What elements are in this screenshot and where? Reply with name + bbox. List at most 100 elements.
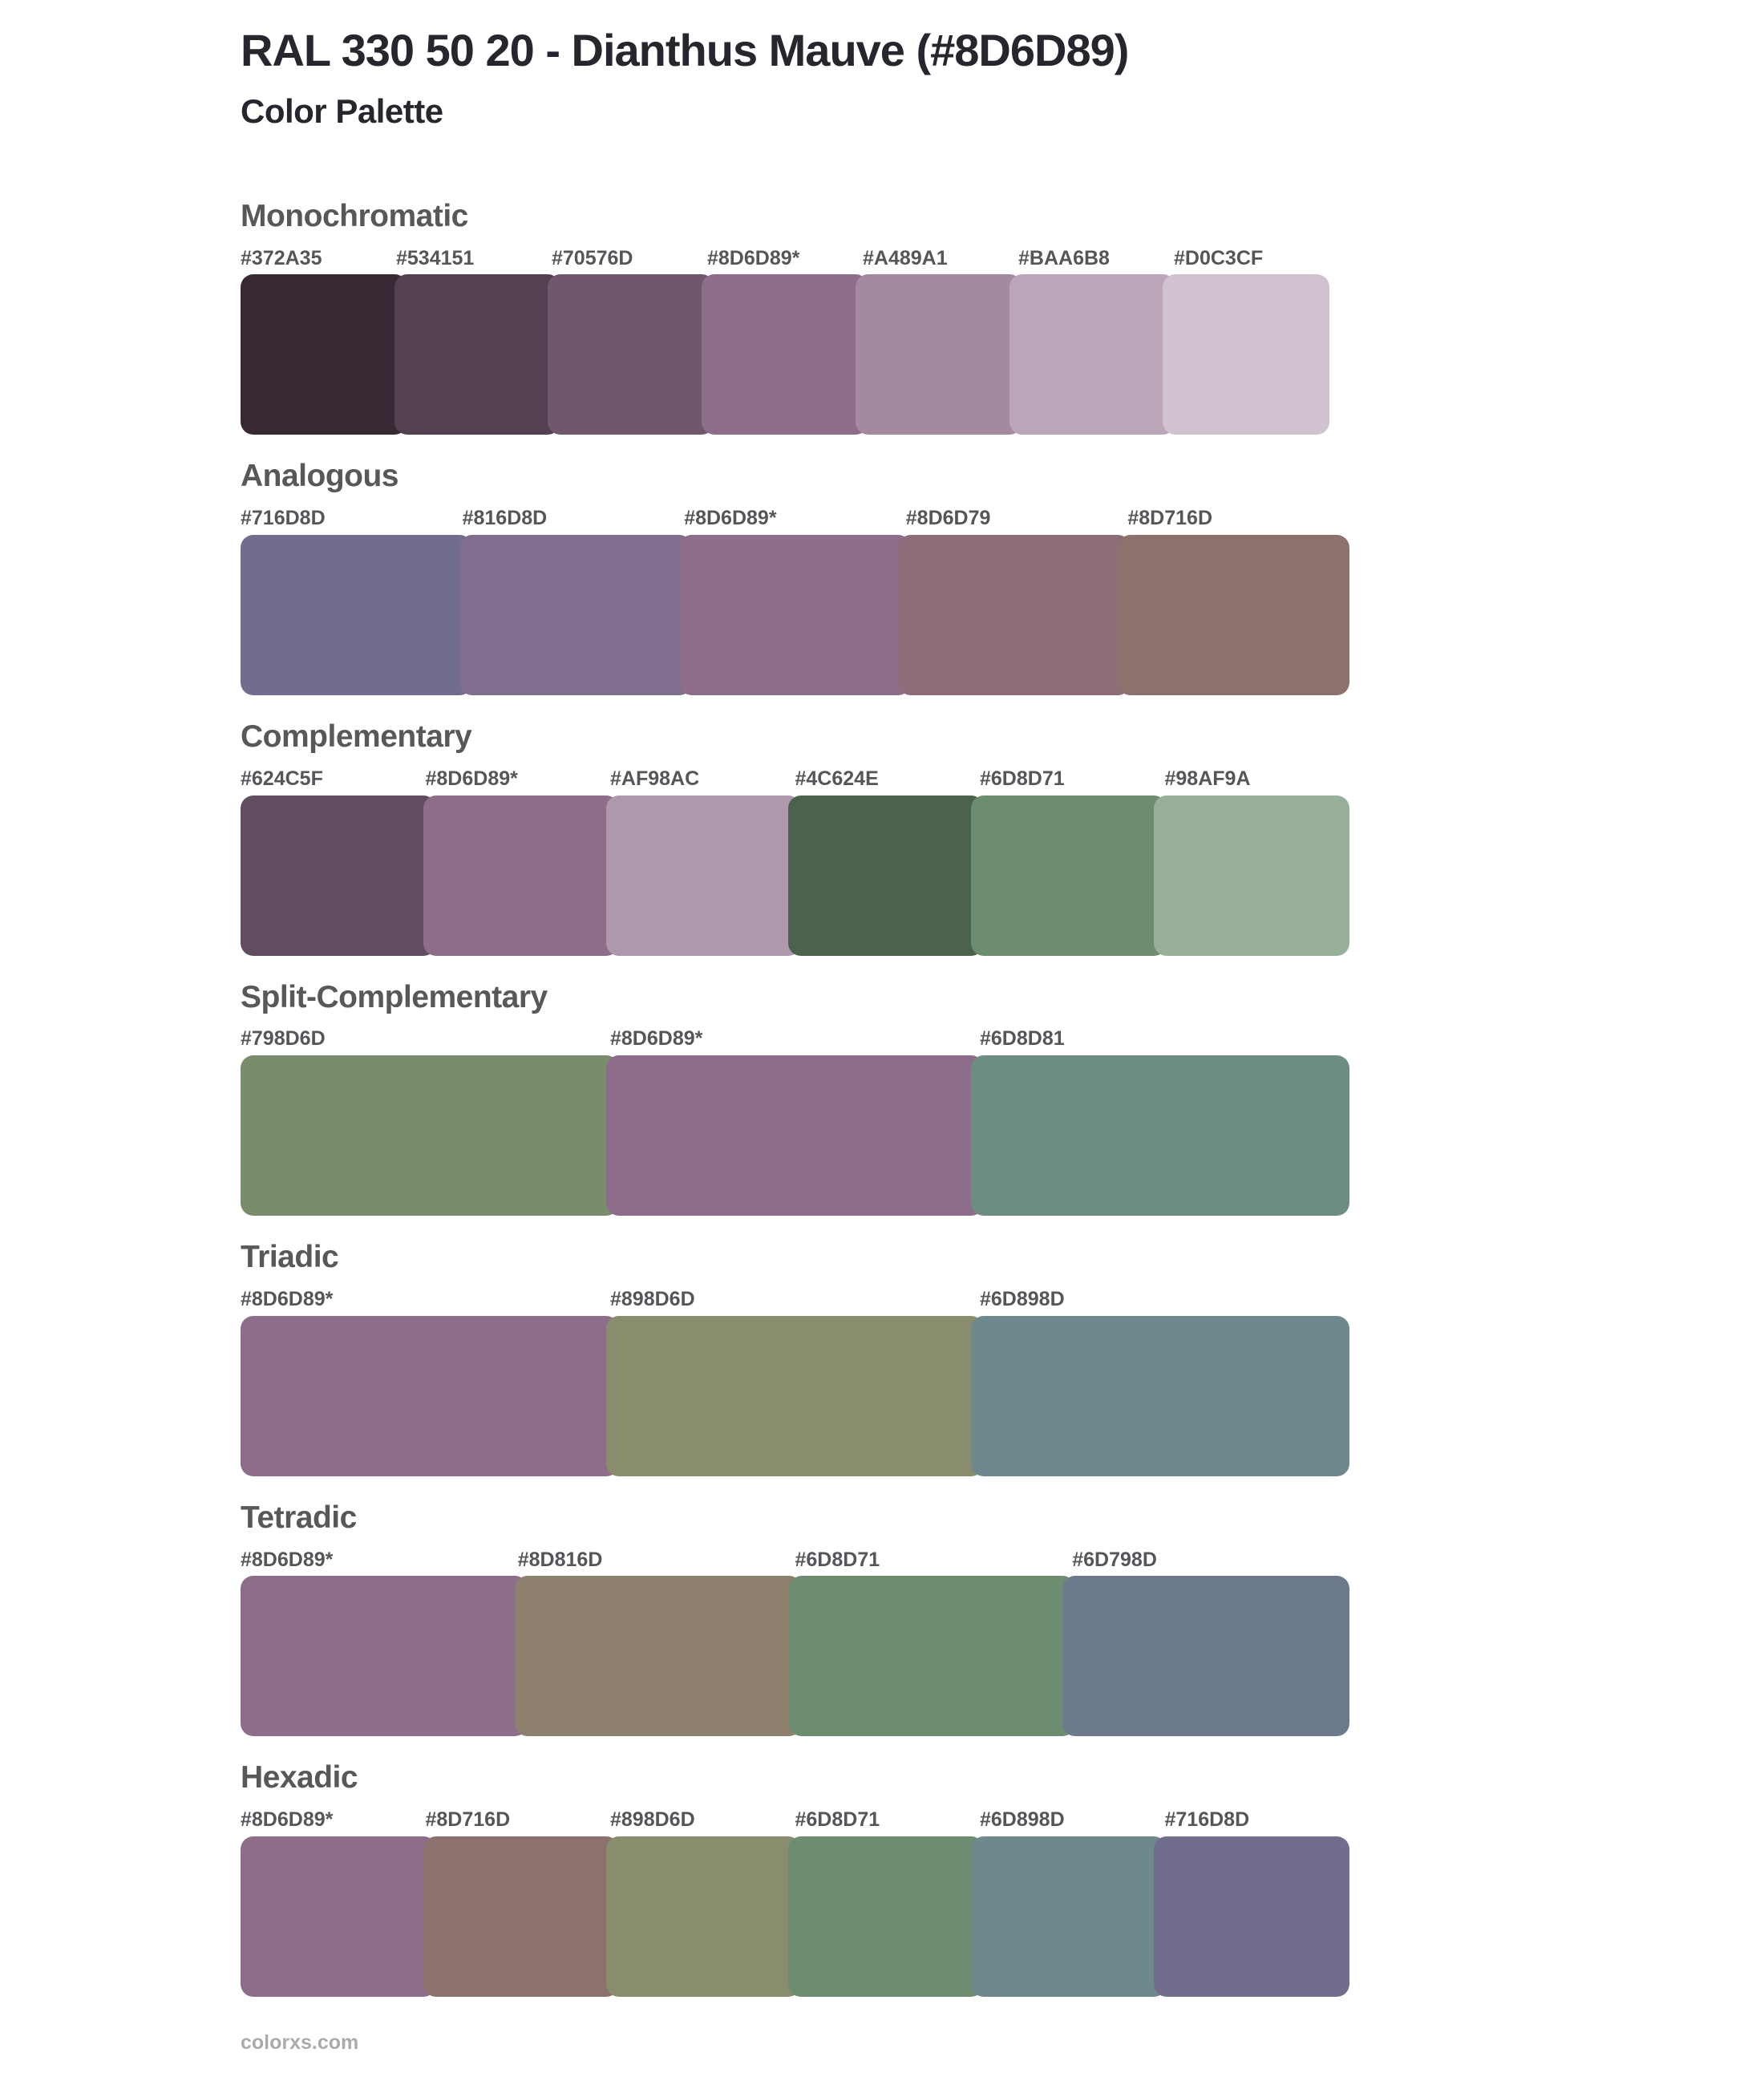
- swatch-hex-label: #4C624E: [795, 767, 879, 790]
- swatch-hex-label: #6D798D: [1072, 1548, 1157, 1571]
- swatch-hex-label: #8D6D89*: [610, 1027, 703, 1051]
- swatch-hex-label: #372A35: [241, 246, 322, 269]
- color-swatch-6d8d71[interactable]: [971, 795, 1167, 956]
- color-swatch-8d6d89[interactable]: [678, 534, 912, 695]
- swatch-hex-label: #716D8D: [1164, 1808, 1250, 1832]
- swatch-hex-label: #6D8D71: [980, 767, 1065, 790]
- color-swatch-716d8d[interactable]: [1154, 1836, 1349, 1997]
- color-swatch-8d6d89[interactable]: [241, 1315, 619, 1476]
- color-swatch-8d6d89[interactable]: [605, 1055, 985, 1217]
- palette-section-triadic: Triadic #8D6D89* #898D6D #6D898D: [241, 1240, 1764, 1476]
- section-heading: Complementary: [241, 719, 472, 754]
- swatch-row: [241, 274, 1330, 435]
- swatch-hex-label: #8D6D79: [905, 507, 991, 530]
- page-title: RAL 330 50 20 - Dianthus Mauve (#8D6D89): [241, 25, 1129, 75]
- color-swatch-d0c3cf[interactable]: [1163, 274, 1330, 435]
- swatch-hex-label: #6D898D: [980, 1288, 1065, 1310]
- swatch-hex-label: #8D6D89*: [707, 246, 800, 269]
- palette-section-hexadic: Hexadic #8D6D89* #8D716D #898D6D #6D8D71…: [241, 1760, 1764, 1997]
- color-swatch-8d716d[interactable]: [1117, 534, 1350, 695]
- swatch-hex-label: #70576D: [552, 246, 633, 269]
- swatch-hex-label: #8D816D: [517, 1548, 603, 1571]
- color-swatch-798d6d[interactable]: [241, 1055, 619, 1217]
- color-swatch-af98ac[interactable]: [605, 795, 802, 956]
- color-swatch-8d716d[interactable]: [423, 1836, 619, 1997]
- swatch-hex-label: #8D716D: [425, 1808, 511, 1832]
- swatch-hex-label: #716D8D: [241, 507, 326, 530]
- swatch-hex-label: #A489A1: [863, 246, 948, 269]
- swatch-hex-label: #D0C3CF: [1174, 246, 1264, 269]
- swatch-row: [241, 1576, 1349, 1737]
- color-swatch-6d8d71[interactable]: [788, 1576, 1076, 1737]
- color-swatch-8d816d[interactable]: [514, 1576, 802, 1737]
- color-swatch-6d898d[interactable]: [971, 1315, 1350, 1476]
- color-swatch-898d6d[interactable]: [605, 1836, 802, 1997]
- color-swatch-8d6d89[interactable]: [241, 1836, 436, 1997]
- swatch-hex-label: #6D8D81: [980, 1027, 1065, 1051]
- swatch-hex-label: #8D6D89*: [241, 1808, 334, 1832]
- swatch-row: [241, 1055, 1350, 1217]
- hex-label-row: #372A35 #534151 #70576D #8D6D89* #A489A1…: [241, 247, 1329, 270]
- swatch-row: [241, 795, 1349, 956]
- color-swatch-4c624e[interactable]: [788, 795, 985, 956]
- section-heading: Analogous: [241, 459, 399, 494]
- palette-section-analogous: Analogous #716D8D #816D8D #8D6D89* #8D6D…: [241, 459, 1764, 695]
- page-subtitle: Color Palette: [241, 91, 443, 130]
- color-swatch-8d6d89[interactable]: [702, 274, 868, 435]
- color-swatch-624c5f[interactable]: [241, 795, 436, 956]
- color-swatch-816d8d[interactable]: [459, 534, 692, 695]
- swatch-hex-label: #BAA6B8: [1018, 246, 1110, 269]
- color-swatch-8d6d89[interactable]: [423, 795, 619, 956]
- color-swatch-8d6d89[interactable]: [241, 1576, 528, 1737]
- swatch-hex-label: #6D898D: [980, 1808, 1065, 1832]
- palette-section-complementary: Complementary #624C5F #8D6D89* #AF98AC #…: [241, 719, 1764, 956]
- hex-label-row: #716D8D #816D8D #8D6D89* #8D6D79 #8D716D: [241, 507, 1349, 530]
- section-heading: Triadic: [241, 1240, 339, 1275]
- palette-section-split-complementary: Split-Complementary #798D6D #8D6D89* #6D…: [241, 980, 1764, 1217]
- hex-label-row: #8D6D89* #8D716D #898D6D #6D8D71 #6D898D…: [241, 1808, 1349, 1832]
- swatch-hex-label: #898D6D: [610, 1808, 695, 1832]
- color-swatch-534151[interactable]: [394, 274, 561, 435]
- section-heading: Tetradic: [241, 1500, 357, 1535]
- section-heading: Split-Complementary: [241, 979, 548, 1014]
- color-swatch-6d8d71[interactable]: [788, 1836, 985, 1997]
- color-swatch-6d898d[interactable]: [971, 1836, 1167, 1997]
- swatch-hex-label: #8D6D89*: [241, 1548, 334, 1571]
- palette-section-monochromatic: Monochromatic #372A35 #534151 #70576D #8…: [241, 199, 1764, 435]
- footer-site-link[interactable]: colorxs.com: [241, 2030, 359, 2054]
- palette-sections: Monochromatic #372A35 #534151 #70576D #8…: [241, 199, 1764, 1997]
- hex-label-row: #798D6D #8D6D89* #6D8D81: [241, 1027, 1349, 1051]
- swatch-hex-label: #798D6D: [241, 1027, 326, 1051]
- color-swatch-98af9a[interactable]: [1154, 795, 1349, 956]
- swatch-hex-label: #898D6D: [610, 1288, 695, 1310]
- swatch-hex-label: #AF98AC: [610, 767, 700, 790]
- swatch-row: [241, 534, 1350, 695]
- swatch-row: [241, 1315, 1350, 1476]
- color-swatch-6d8d81[interactable]: [971, 1055, 1350, 1217]
- swatch-hex-label: #8D6D89*: [684, 507, 777, 530]
- swatch-hex-label: #98AF9A: [1164, 767, 1251, 790]
- color-swatch-372a35[interactable]: [241, 274, 407, 435]
- swatch-hex-label: #816D8D: [462, 507, 548, 530]
- color-swatch-716d8d[interactable]: [241, 534, 473, 695]
- color-swatch-a489a1[interactable]: [855, 274, 1022, 435]
- hex-label-row: #624C5F #8D6D89* #AF98AC #4C624E #6D8D71…: [241, 767, 1349, 791]
- section-heading: Hexadic: [241, 1760, 358, 1796]
- color-swatch-baa6b8[interactable]: [1009, 274, 1176, 435]
- hex-label-row: #8D6D89* #8D816D #6D8D71 #6D798D: [241, 1549, 1349, 1572]
- color-swatch-8d6d79[interactable]: [898, 534, 1131, 695]
- swatch-hex-label: #8D716D: [1127, 507, 1213, 530]
- swatch-hex-label: #6D8D71: [795, 1548, 880, 1571]
- swatch-row: [241, 1836, 1349, 1997]
- swatch-hex-label: #624C5F: [241, 767, 323, 790]
- palette-section-tetradic: Tetradic #8D6D89* #8D816D #6D8D71 #6D798…: [241, 1500, 1764, 1737]
- color-swatch-898d6d[interactable]: [605, 1315, 985, 1476]
- swatch-hex-label: #6D8D71: [795, 1808, 880, 1832]
- swatch-hex-label: #534151: [396, 246, 475, 269]
- swatch-hex-label: #8D6D89*: [425, 767, 518, 790]
- color-swatch-6d798d[interactable]: [1062, 1576, 1349, 1737]
- section-heading: Monochromatic: [241, 198, 468, 233]
- swatch-hex-label: #8D6D89*: [241, 1288, 334, 1310]
- color-swatch-70576d[interactable]: [548, 274, 715, 435]
